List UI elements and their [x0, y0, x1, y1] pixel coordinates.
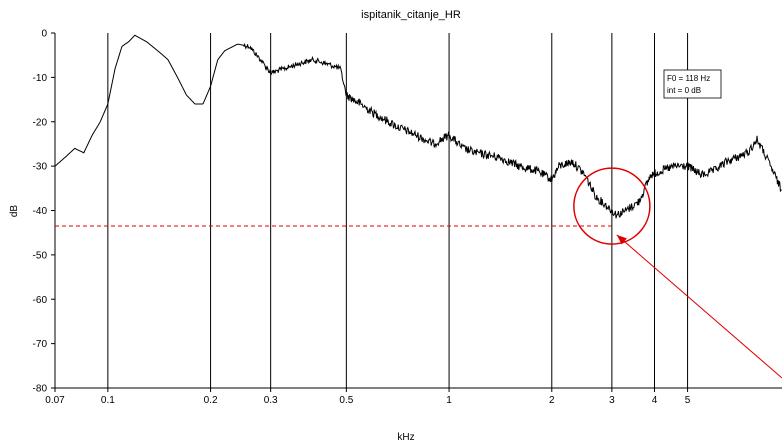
x-tick-label: 5	[685, 395, 691, 406]
y-tick-label: -60	[33, 295, 48, 306]
x-tick-label: 3	[609, 395, 615, 406]
y-tick-label: -20	[33, 117, 48, 128]
y-axis-ticks: 0 -10 -20 -30 -40 -50 -60 -70 -80	[33, 29, 55, 395]
x-tick-label: 0.07	[45, 395, 65, 406]
y-tick-label: -50	[33, 250, 48, 261]
y-axis-label: dB	[9, 205, 20, 218]
y-tick-label: -10	[33, 73, 48, 84]
y-tick-label: -40	[33, 206, 48, 217]
x-tick-label: 2	[549, 395, 555, 406]
x-tick-label: 4	[652, 395, 658, 406]
x-axis-label: kHz	[397, 432, 414, 443]
x-tick-label: 0.2	[204, 395, 218, 406]
highlight-circle	[573, 167, 651, 245]
vertical-gridlines	[107, 33, 689, 388]
annotation-int: int = 0 dB	[667, 86, 701, 95]
annotation-f0: F0 = 118 Hz	[667, 74, 710, 83]
y-tick-label: -80	[33, 384, 48, 395]
annotation-arrow	[616, 234, 782, 379]
spectrum-line	[54, 34, 782, 219]
annotation-arrow-head	[616, 234, 627, 245]
x-tick-label: 0.1	[101, 395, 115, 406]
chart-title: ispitanik_citanje_HR	[361, 9, 461, 21]
x-tick-label: 1	[446, 395, 452, 406]
y-tick-label: -70	[33, 339, 48, 350]
x-axis-ticks: 0.070.10.20.30.51234510	[45, 388, 691, 406]
annotation-box: F0 = 118 Hz int = 0 dB	[663, 69, 722, 99]
y-tick-label: -30	[33, 162, 48, 173]
y-tick-label: 0	[41, 29, 47, 40]
x-tick-label: 0.3	[264, 395, 278, 406]
x-tick-label: 0.5	[339, 395, 353, 406]
